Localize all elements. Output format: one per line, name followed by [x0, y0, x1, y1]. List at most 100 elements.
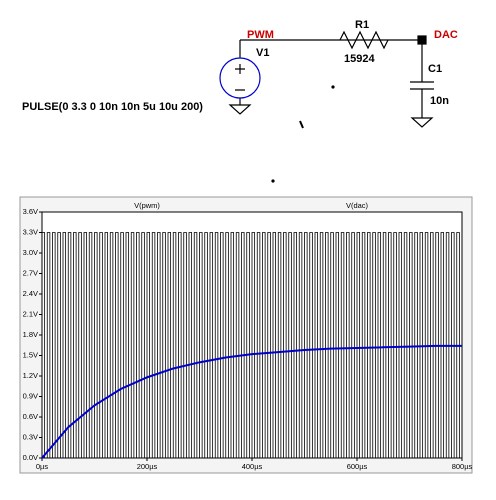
y-tick-label: 1.2V — [23, 371, 38, 380]
pulse — [204, 232, 210, 459]
x-tick-label: 600µs — [347, 462, 368, 471]
pulse — [340, 232, 347, 459]
x-tick-label: 200µs — [137, 462, 158, 471]
pulse — [130, 232, 137, 459]
component-name: V1 — [256, 47, 269, 59]
pulse — [246, 232, 252, 459]
pulse — [419, 232, 426, 459]
pulse — [351, 232, 357, 459]
component-value: 15924 — [344, 53, 375, 65]
y-tick-label: 3.0V — [23, 248, 38, 257]
pulse — [193, 232, 200, 459]
pulse — [162, 232, 168, 459]
pulse — [214, 232, 221, 459]
pulse — [283, 232, 289, 459]
pulse — [440, 232, 447, 459]
pulse — [377, 232, 384, 459]
pulse — [241, 232, 247, 459]
pulse — [209, 232, 216, 459]
schematic — [219, 30, 434, 183]
y-tick-label: 0.9V — [23, 391, 38, 400]
y-tick-label: 0.0V — [23, 453, 38, 462]
source-sign — [235, 64, 245, 91]
pulse — [235, 232, 242, 459]
pulse — [277, 232, 284, 459]
pulse — [325, 232, 331, 459]
component-value: 10n — [430, 95, 449, 107]
pulse — [62, 232, 69, 459]
node — [417, 35, 427, 45]
net-label: PWM — [247, 29, 274, 41]
pulse — [267, 232, 273, 459]
pulse — [220, 232, 226, 459]
pulse — [382, 232, 389, 459]
pulse — [398, 232, 405, 459]
wire — [239, 39, 420, 105]
pulse — [104, 232, 111, 459]
x-tick-label: 800µs — [452, 462, 473, 471]
pulse — [67, 232, 74, 459]
pulse — [120, 232, 126, 459]
y-tick-label: 1.5V — [23, 350, 38, 359]
ground — [228, 104, 434, 128]
net-label: DAC — [434, 29, 458, 41]
pulse — [188, 232, 195, 459]
dot — [331, 85, 335, 89]
pulse — [456, 232, 462, 459]
pulse — [435, 232, 441, 459]
pulse — [304, 232, 310, 459]
pulse — [409, 232, 415, 459]
pulse — [41, 232, 48, 459]
pulse — [146, 232, 153, 459]
pulse — [57, 232, 63, 459]
pulse — [293, 232, 300, 459]
legend-entry: V(dac) — [346, 201, 369, 210]
pulse — [424, 232, 431, 459]
pulse — [225, 232, 231, 459]
pulse — [125, 232, 132, 459]
pulse — [319, 232, 326, 459]
y-tick-label: 2.4V — [23, 289, 38, 298]
trace — [41, 344, 462, 459]
x-tick-label: 400µs — [242, 462, 263, 471]
pulse — [256, 232, 263, 459]
pulse — [330, 232, 336, 459]
pulse — [262, 232, 268, 459]
pulse — [141, 232, 147, 459]
component-name: C1 — [428, 63, 442, 75]
y-tick-label: 0.6V — [23, 412, 38, 421]
pulse — [445, 232, 452, 459]
pulse — [199, 232, 205, 459]
pulse — [451, 232, 457, 459]
pulse — [99, 232, 105, 459]
y-tick-label: 3.6V — [23, 207, 38, 216]
pulse — [314, 232, 321, 459]
pulse — [136, 232, 142, 459]
y-tick-label: 1.8V — [23, 330, 38, 339]
pulse — [52, 232, 58, 459]
pulse — [115, 232, 121, 459]
pulse — [335, 232, 342, 459]
dot — [271, 179, 275, 183]
pulse — [272, 232, 279, 459]
source-symbol — [219, 57, 261, 99]
pulse — [388, 232, 394, 459]
dot — [299, 120, 304, 129]
pulse — [403, 232, 410, 459]
pulse — [94, 232, 100, 459]
pulse — [73, 232, 79, 459]
pulse — [172, 232, 179, 459]
component-name: R1 — [355, 19, 369, 31]
pulse — [46, 232, 53, 459]
component-value: PULSE(0 3.3 0 10n 10n 5u 10u 200) — [22, 101, 203, 113]
pulse — [309, 232, 315, 459]
pulse — [288, 232, 294, 459]
pulse — [83, 232, 90, 459]
x-tick-label: 0µs — [36, 462, 48, 471]
pulse — [430, 232, 436, 459]
pulse — [167, 232, 174, 459]
legend-entry: V(pwm) — [134, 201, 160, 210]
pulse — [372, 232, 378, 459]
pulse — [151, 232, 158, 459]
